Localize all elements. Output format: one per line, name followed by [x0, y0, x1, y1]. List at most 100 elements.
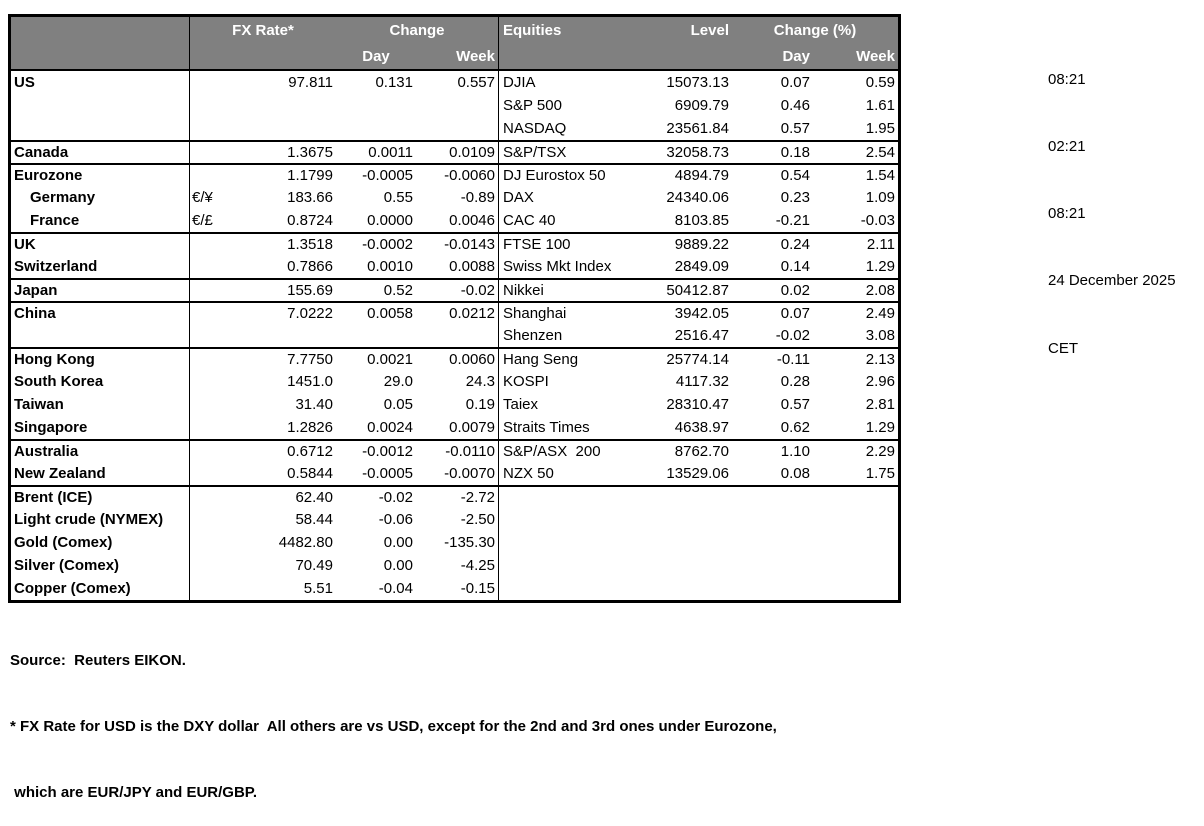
fx-rate-cell: 0.7866: [287, 258, 333, 275]
fx-week-cell: 0.0212: [449, 305, 495, 322]
fx-pair-cell: €/¥: [192, 189, 213, 206]
table-row: Germany €/¥ 183.66 0.55 -0.89 DAX 24340.06 0.23…: [11, 186, 898, 209]
equity-week-cell: 1.61: [865, 97, 895, 114]
fx-name-cell: Brent (ICE): [11, 487, 190, 508]
equities-day-header: Day: [782, 47, 810, 65]
fx-name-cell: [11, 94, 190, 117]
fx-name-cell: Silver (Comex): [11, 554, 190, 577]
fx-rate-cell: 97.811: [288, 74, 333, 91]
equity-name-cell: Shanghai: [498, 303, 641, 324]
fx-name-cell: Switzerland: [11, 255, 190, 278]
equity-name-cell: DJIA: [498, 71, 641, 94]
equity-week-cell: 2.54: [865, 144, 895, 161]
fx-rate-cell: [228, 324, 336, 347]
table-row: Eurozone 1.1799 -0.0005 -0.0060 DJ Eurostox …: [11, 163, 898, 186]
table-header: FX Rate* Change Equities Level Change (%…: [11, 17, 898, 71]
table-row: Switzerland 0.7866 0.0010 0.0088 Swiss Mkt I…: [11, 255, 898, 278]
date-label: 24 December 2025: [1048, 272, 1176, 290]
table-body: US 97.811 0.131 0.557 DJIA 15073.13 0.07 0.59 S&…: [11, 71, 898, 600]
equity-week-cell: 2.81: [865, 396, 895, 413]
equity-week-cell: 3.08: [865, 327, 895, 344]
equity-name-cell: [498, 577, 641, 600]
fx-rate-cell: 1.3675: [287, 144, 333, 161]
fx-pair-cell: [190, 165, 228, 186]
fx-rate-cell: 1.1799: [287, 167, 333, 184]
fx-day-cell: 0.55: [383, 189, 413, 206]
fx-day-cell: [336, 94, 416, 117]
equity-day-cell: 0.08: [780, 465, 810, 482]
fx-week-cell: 0.557: [457, 74, 495, 91]
fx-rate-cell: 5.51: [303, 580, 333, 597]
fx-week-cell: 0.0088: [449, 258, 495, 275]
fx-pair-cell: [190, 441, 228, 462]
equity-week-cell: 2.49: [865, 305, 895, 322]
header-spacer-level: [641, 43, 732, 69]
fx-week-cell: 0.0109: [449, 144, 495, 161]
equity-level-cell: 8103.85: [674, 212, 729, 229]
equity-level-cell: 2849.09: [674, 258, 729, 275]
equity-name-cell: S&P/TSX: [498, 142, 641, 163]
fx-week-cell: -0.0143: [444, 236, 495, 253]
equity-level-cell: 4638.97: [674, 419, 729, 436]
equity-day-cell: [732, 508, 813, 531]
fx-rate-header: FX Rate*: [232, 21, 294, 39]
equity-level-cell: 50412.87: [666, 282, 729, 299]
equity-level-cell: [641, 508, 732, 531]
fx-rate-cell: 1451.0: [287, 373, 333, 390]
fx-pair-cell: [190, 71, 228, 94]
fx-name-cell: Japan: [11, 280, 190, 301]
header-spacer-equities: [498, 43, 641, 69]
equity-level-cell: 15073.13: [666, 74, 729, 91]
equity-day-cell: 0.28: [780, 373, 810, 390]
fx-week-cell: 0.0079: [449, 419, 495, 436]
equity-week-cell: 2.13: [865, 351, 895, 368]
fx-day-cell: -0.02: [378, 489, 413, 506]
equity-level-cell: 3942.05: [674, 305, 729, 322]
fx-rate-cell: 0.8724: [287, 212, 333, 229]
fx-week-cell: [416, 117, 498, 140]
equity-day-cell: 0.54: [780, 167, 810, 184]
market-data-table: FX Rate* Change Equities Level Change (%…: [8, 14, 901, 603]
equity-week-cell: 2.29: [865, 443, 895, 460]
equity-level-cell: 8762.70: [674, 443, 729, 460]
table-row: New Zealand 0.5844 -0.0005 -0.0070 NZX 50 135…: [11, 462, 898, 485]
equity-day-cell: 1.10: [780, 443, 810, 460]
fx-day-cell: 0.0058: [367, 305, 413, 322]
table-row: China 7.0222 0.0058 0.0212 Shanghai 3942.05 0.…: [11, 301, 898, 324]
equity-day-cell: [732, 577, 813, 600]
fx-rate-cell: 70.49: [295, 557, 333, 574]
fx-day-cell: 29.0: [383, 373, 413, 390]
fx-day-cell: 0.00: [383, 534, 413, 551]
table-row: Singapore 1.2826 0.0024 0.0079 Straits Times…: [11, 416, 898, 439]
fx-pair-cell: [190, 255, 228, 278]
equity-name-cell: [498, 508, 641, 531]
table-row: Copper (Comex) 5.51 -0.04 -0.15: [11, 577, 898, 600]
fx-pair-cell: [190, 117, 228, 140]
equity-level-cell: 4117.32: [675, 373, 729, 390]
equity-day-cell: 0.46: [780, 97, 810, 114]
fx-day-cell: 0.0021: [367, 351, 413, 368]
fx-rate-cell: [228, 94, 336, 117]
equity-level-cell: 25774.14: [666, 351, 729, 368]
fx-footnote-line2: which are EUR/JPY and EUR/GBP.: [10, 784, 258, 801]
equities-header: Equities: [498, 17, 641, 43]
fx-week-header: Week: [456, 47, 495, 65]
equity-day-cell: 0.23: [780, 189, 810, 206]
fx-footnote-line1: * FX Rate for USD is the DXY dollar All …: [10, 718, 777, 735]
equity-week-cell: [813, 508, 898, 531]
equity-name-cell: NZX 50: [498, 462, 641, 485]
table-row: Japan 155.69 0.52 -0.02 Nikkei 50412.87 0.02 2.…: [11, 278, 898, 301]
fx-week-cell: -0.0110: [445, 443, 495, 460]
equity-level-cell: 13529.06: [666, 465, 729, 482]
fx-pair-cell: €/£: [192, 212, 213, 229]
fx-pair-cell: [190, 324, 228, 347]
equity-day-cell: [732, 554, 813, 577]
fx-name-cell: US: [11, 71, 190, 94]
table-row: Australia 0.6712 -0.0012 -0.0110 S&P/ASX 200…: [11, 439, 898, 462]
equity-week-cell: 1.95: [865, 120, 895, 137]
fx-pair-cell: [190, 508, 228, 531]
timestamp-2: 02:21: [1048, 138, 1086, 156]
fx-name-cell: Taiwan: [11, 393, 190, 416]
equity-day-cell: 0.24: [780, 236, 810, 253]
fx-rate-cell: [228, 117, 336, 140]
